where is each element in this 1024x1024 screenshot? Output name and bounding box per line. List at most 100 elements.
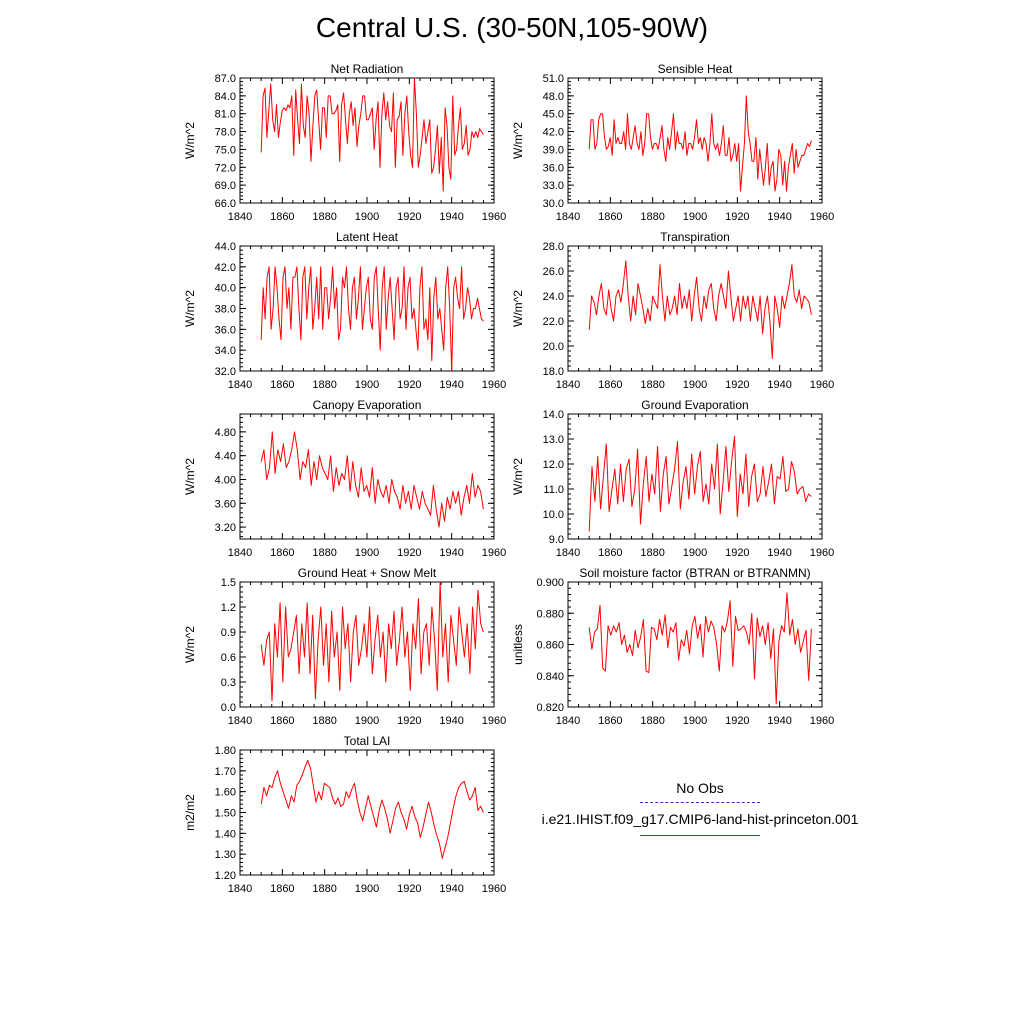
y-axis-label: W/m^2 [511,122,525,159]
x-tick-label: 1900 [355,547,379,559]
x-tick-label: 1900 [355,211,379,223]
x-tick-label: 1880 [312,547,336,559]
y-tick-label: 45.0 [543,109,564,121]
y-tick-label: 48.0 [543,91,564,103]
panel-title: Sensible Heat [658,62,733,76]
legend-obs-line [640,802,760,803]
x-tick-label: 1920 [397,715,421,727]
y-tick-label: 10.0 [543,509,564,521]
y-tick-label: 0.900 [536,577,564,589]
x-tick-label: 1920 [725,715,749,727]
panel-title: Net Radiation [331,62,404,76]
y-tick-label: 36.0 [215,324,236,336]
y-tick-label: 1.30 [215,849,236,861]
x-tick-label: 1920 [397,547,421,559]
x-tick-label: 1920 [725,211,749,223]
y-axis-label: unitless [511,624,525,665]
x-tick-label: 1880 [312,883,336,895]
y-tick-label: 0.880 [536,608,564,620]
y-tick-label: 4.80 [215,427,236,439]
y-tick-label: 1.5 [221,577,236,589]
series-line-canopy-evaporation [260,431,484,528]
y-tick-label: 51.0 [543,73,564,85]
panel-transpiration: Transpiration 1840 1860 1880 1900 1920 1940 196… [511,230,834,391]
x-tick-label: 1900 [355,379,379,391]
plot-frame [567,413,823,540]
panel-title: Total LAI [344,734,391,748]
x-tick-label: 1840 [556,715,580,727]
panel-total-lai: Total LAI 1840 1860 1880 1900 1920 1940 1960 1.2… [183,734,506,895]
x-tick-label: 1960 [810,211,834,223]
y-axis-label: W/m^2 [183,458,197,495]
x-tick-label: 1860 [270,547,294,559]
x-tick-label: 1960 [810,379,834,391]
y-tick-label: 0.840 [536,671,564,683]
y-tick-label: 20.0 [543,341,564,353]
y-tick-label: 3.20 [215,522,236,534]
x-tick-label: 1940 [439,883,463,895]
y-tick-label: 0.860 [536,640,564,652]
x-tick-label: 1860 [270,211,294,223]
x-tick-label: 1840 [556,379,580,391]
x-tick-label: 1840 [228,715,252,727]
x-tick-label: 1880 [640,715,664,727]
panel-title: Ground Heat + Snow Melt [298,566,437,580]
x-tick-label: 1840 [228,379,252,391]
y-tick-label: 42.0 [543,127,564,139]
y-tick-label: 1.40 [215,828,236,840]
x-tick-label: 1880 [640,211,664,223]
x-tick-label: 1900 [683,715,707,727]
y-tick-label: 75.0 [215,144,236,156]
x-tick-label: 1940 [767,379,791,391]
x-tick-label: 1940 [439,715,463,727]
x-tick-label: 1840 [228,211,252,223]
y-tick-label: 32.0 [215,366,236,378]
y-tick-label: 1.2 [221,602,236,614]
series-line-soil-moisture-factor-btran-or-btranmn [588,592,812,705]
y-tick-label: 0.820 [536,702,564,714]
y-tick-label: 34.0 [215,345,236,357]
x-tick-label: 1940 [439,211,463,223]
panel-title: Soil moisture factor (BTRAN or BTRANMN) [579,566,810,580]
panel-ground-evaporation: Ground Evaporation 1840 1860 1880 1900 1920 19… [511,398,834,559]
panel-title: Latent Heat [336,230,399,244]
x-tick-label: 1860 [598,547,622,559]
x-tick-label: 1960 [482,883,506,895]
x-tick-label: 1860 [598,211,622,223]
plot-frame [239,77,495,204]
y-tick-label: 42.0 [215,262,236,274]
y-tick-label: 87.0 [215,73,236,85]
x-tick-label: 1960 [810,547,834,559]
y-tick-label: 4.40 [215,451,236,463]
x-tick-label: 1940 [767,211,791,223]
y-tick-label: 1.80 [215,745,236,757]
x-tick-label: 1880 [312,211,336,223]
x-tick-label: 1860 [270,715,294,727]
y-tick-label: 39.0 [543,144,564,156]
y-tick-label: 1.50 [215,808,236,820]
y-tick-label: 0.9 [221,627,236,639]
x-tick-label: 1860 [270,883,294,895]
panel-title: Transpiration [660,230,730,244]
x-tick-label: 1880 [312,715,336,727]
panel-title: Ground Evaporation [641,398,748,412]
x-tick-label: 1940 [767,547,791,559]
x-tick-label: 1840 [228,883,252,895]
series-line-ground-evaporation [588,436,812,532]
y-tick-label: 14.0 [543,409,564,421]
plot-frame [567,581,823,708]
x-tick-label: 1880 [640,547,664,559]
x-tick-label: 1940 [439,379,463,391]
legend: No Obs i.e21.IHIST.f09_g17.CMIP6-land-hi… [520,778,880,836]
y-axis-label: W/m^2 [511,290,525,327]
x-tick-label: 1900 [683,547,707,559]
y-tick-label: 13.0 [543,434,564,446]
y-tick-label: 33.0 [543,180,564,192]
y-tick-label: 4.00 [215,474,236,486]
x-tick-label: 1920 [725,379,749,391]
x-tick-label: 1920 [397,211,421,223]
panel-title: Canopy Evaporation [313,398,422,412]
y-tick-label: 18.0 [543,366,564,378]
y-axis-label: W/m^2 [183,122,197,159]
